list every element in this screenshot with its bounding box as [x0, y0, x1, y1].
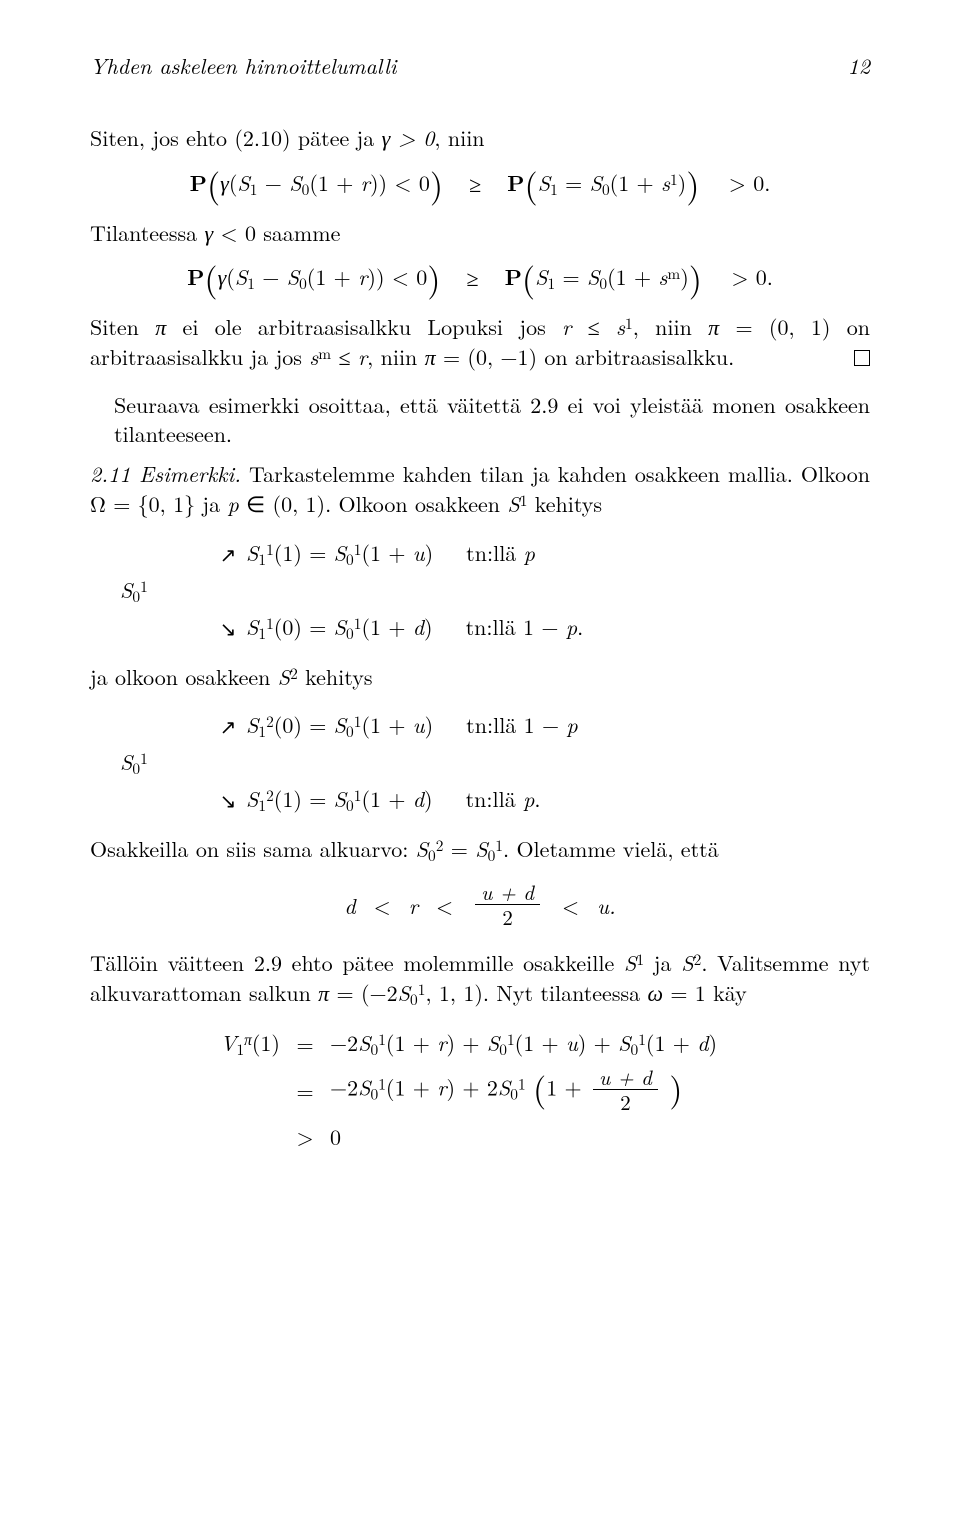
para-2: Tilanteessa γ < 0 saamme: [90, 218, 870, 248]
eq2-rhs: P(S1 = S0(1 + sm)) > 0.: [505, 261, 773, 294]
tree2-down: S12(1) = S01(1 + d) tn:llä p.: [246, 783, 870, 816]
page-number: 12: [848, 50, 870, 81]
tree1-down: S11(0) = S01(1 + d) tn:llä 1 − p.: [246, 611, 870, 644]
equation-1: P(γ(S1 − S0(1 + r)) < 0) ≥ P(S1 = S0(1 +…: [90, 167, 870, 200]
eq3-frac: u + d 2: [475, 881, 540, 930]
equation-3: d < r < u + d 2 < u.: [90, 881, 870, 930]
eq3-lt3: <: [562, 890, 579, 921]
eq3-r: r: [409, 890, 418, 921]
para-5: 2.11 Esimerkki. Tarkastelemme kahden til…: [90, 459, 870, 518]
eq4-row1-r: −2S01(1 + r) + S01(1 + u) + S01(1 + d): [320, 1027, 870, 1060]
eq3-u: u.: [597, 890, 616, 921]
para-1a: Siten, jos ehto (2.10) pätee ja: [90, 122, 382, 153]
eq2-rel: ≥: [467, 262, 479, 293]
tree1-root: S01: [120, 574, 210, 607]
arrow-down-icon: ↘: [210, 613, 246, 642]
eq3-frac-den: 2: [475, 905, 540, 930]
qed-box: [854, 350, 870, 366]
eq4-row1-eq: =: [290, 1028, 320, 1059]
cond-gamma-gt-0: γ > 0: [382, 122, 435, 153]
arrow-up-icon: ↗: [210, 711, 246, 740]
eq2-sup-m: m: [667, 263, 680, 284]
arrow-down-icon: ↘: [210, 785, 246, 814]
arrow-up-icon: ↗: [210, 539, 246, 568]
eq4-row2-eq: =: [290, 1075, 320, 1106]
eq4-row3-r: 0: [320, 1121, 870, 1152]
para-8: Tällöin väitteen 2.9 ehto pätee molemmil…: [90, 948, 870, 1010]
eq1-gt0: > 0.: [729, 167, 771, 198]
equation-2: P(γ(S1 − S0(1 + r)) < 0) ≥ P(S1 = S0(1 +…: [90, 261, 870, 294]
eq2-gt0: > 0.: [731, 261, 773, 292]
eq3-lt2: <: [436, 890, 453, 921]
para-4: Seuraava esimerkki osoittaa, että väitet…: [114, 390, 870, 449]
tree2-root: S01: [120, 746, 210, 779]
example-label: 2.11 Esimerkki.: [90, 458, 241, 489]
para-1: Siten, jos ehto (2.10) pätee ja γ > 0, n…: [90, 123, 870, 153]
tree-1: ↗ S11(1) = S01(1 + u) tn:llä p S01 ↘ S11…: [120, 537, 870, 644]
eq2-lhs: P(γ(S1 − S0(1 + r)) < 0): [187, 261, 440, 294]
eq4-row1-l: V1π(1): [200, 1027, 290, 1060]
tree2-up: S12(0) = S01(1 + u) tn:llä 1 − p: [246, 709, 870, 742]
eq1-rel: ≥: [469, 168, 481, 199]
header-title: Yhden askeleen hinnoittelumalli: [90, 50, 397, 81]
eq4-pi-sup: π: [244, 1029, 252, 1050]
page: Yhden askeleen hinnoittelumalli 12 Siten…: [0, 0, 960, 1534]
para-1b: , niin: [434, 122, 484, 153]
eq4-row2-frac-num: u + d: [593, 1066, 658, 1090]
eq1-lhs: P(γ(S1 − S0(1 + r)) < 0): [190, 167, 443, 200]
eq3-lt1: <: [374, 890, 391, 921]
para-7: Osakkeilla on siis sama alkuarvo: S02 = …: [90, 834, 870, 867]
eq4-row3-eq: >: [290, 1121, 320, 1152]
eq4-row2-r: −2S01(1 + r) + 2S01 (1 + u + d 2 ): [320, 1066, 870, 1115]
eq4-row2-frac-den: 2: [593, 1090, 658, 1115]
tree-2: ↗ S12(0) = S01(1 + u) tn:llä 1 − p S01 ↘…: [120, 709, 870, 816]
para-4-text: Seuraava esimerkki osoittaa, että väitet…: [114, 389, 870, 450]
para-3: Siten π ei ole arbitraasisalkku Lopuksi …: [90, 312, 870, 371]
para-6: ja olkoon osakkeen S2 kehitys: [90, 662, 870, 692]
eq3-d: d: [344, 890, 355, 921]
running-header: Yhden askeleen hinnoittelumalli 12: [90, 50, 870, 81]
tree1-up: S11(1) = S01(1 + u) tn:llä p: [246, 537, 870, 570]
equation-4: V1π(1) = −2S01(1 + r) + S01(1 + u) + S01…: [200, 1027, 870, 1152]
eq1-rhs: P(S1 = S0(1 + s1)) > 0.: [507, 167, 770, 200]
p3-sup-m: m: [318, 343, 331, 364]
